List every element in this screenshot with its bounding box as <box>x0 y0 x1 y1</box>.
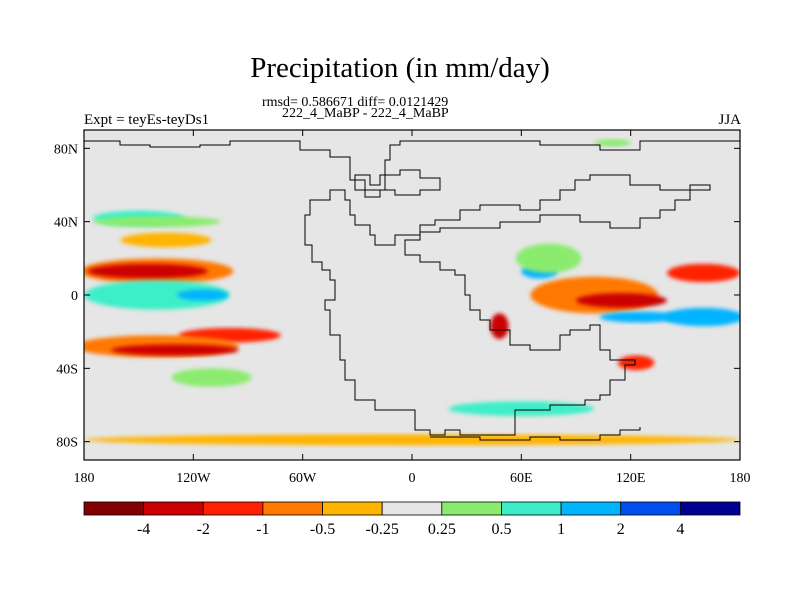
colorbar: -4 -2 -1 -0.5 -0.25 0.25 0.5 1 2 4 <box>83 501 741 538</box>
x-tick-label: 60E <box>510 471 533 486</box>
chart-title: Precipitation (in mm/day) <box>250 52 550 84</box>
colorbar-label: 0.5 <box>491 521 511 538</box>
anomaly-region <box>171 368 252 387</box>
x-tick-label: 60W <box>289 471 317 486</box>
anomaly-region <box>84 434 740 446</box>
anomaly-region <box>87 263 208 279</box>
colorbar-swatch <box>143 501 204 516</box>
x-tick-label: 180 <box>730 471 751 486</box>
colorbar-swatch <box>322 501 383 516</box>
y-tick-label: 40N <box>54 216 78 231</box>
anomaly-region <box>576 293 668 308</box>
anomaly-region <box>594 139 631 147</box>
anomaly-region <box>667 263 740 283</box>
anomaly-region <box>599 311 680 323</box>
anomaly-region <box>176 289 228 301</box>
anomaly-region <box>111 344 239 356</box>
continent-outline <box>84 140 740 191</box>
anomaly-region <box>93 216 221 228</box>
anomaly-region <box>120 232 212 248</box>
anomaly-region <box>84 280 230 310</box>
anomaly-region <box>515 243 582 273</box>
anomaly-region <box>617 355 655 371</box>
colorbar-label: 0.25 <box>428 521 456 538</box>
y-tick-label: 80S <box>56 436 78 451</box>
experiment-label: Expt = teyEs-teyDs1 <box>84 112 210 128</box>
colorbar-label: -2 <box>197 521 210 538</box>
colorbar-label: 1 <box>557 521 565 538</box>
colorbar-swatch <box>83 501 145 516</box>
x-tick-label: 180 <box>74 471 95 486</box>
colorbar-swatch <box>679 501 741 516</box>
y-tick-label: 0 <box>71 289 78 304</box>
colorbar-label: -1 <box>256 521 269 538</box>
x-tick-label: 0 <box>409 471 416 486</box>
colorbar-swatch <box>501 501 562 516</box>
colorbar-swatch <box>381 501 443 516</box>
y-tick-label: 40S <box>56 362 78 377</box>
colorbar-swatch <box>202 501 264 516</box>
stats-annotation: rmsd= 0.586671 diff= 0.0121429 <box>262 95 449 110</box>
colorbar-label: 2 <box>617 521 625 538</box>
anomaly-region <box>490 313 509 339</box>
x-tick-label: 120W <box>176 471 211 486</box>
colorbar-swatch <box>262 501 323 516</box>
anomaly-region <box>663 307 740 327</box>
x-tick-label: 120E <box>616 471 646 486</box>
map-axes: 180 120W 60W 0 60E 120E 180 80N 40N 0 40S 80S <box>54 130 751 486</box>
colorbar-swatch <box>620 501 681 516</box>
colorbar-swatch <box>441 501 502 516</box>
y-tick-label: 80N <box>54 142 78 157</box>
colorbar-label: 4 <box>676 521 684 538</box>
anomaly-region <box>448 401 595 416</box>
antarctica-outline <box>430 427 641 441</box>
colorbar-swatch <box>560 501 622 516</box>
colorbar-label: -0.5 <box>310 521 335 538</box>
continent-outline-americas-africa <box>304 174 711 436</box>
colorbar-label: -0.25 <box>366 521 399 538</box>
season-label: JJA <box>718 112 741 128</box>
chart-subtitle: 222_4_MaBP - 222_4_MaBP <box>282 106 449 121</box>
greenland-outline <box>354 169 441 198</box>
colorbar-label: -4 <box>137 521 150 538</box>
